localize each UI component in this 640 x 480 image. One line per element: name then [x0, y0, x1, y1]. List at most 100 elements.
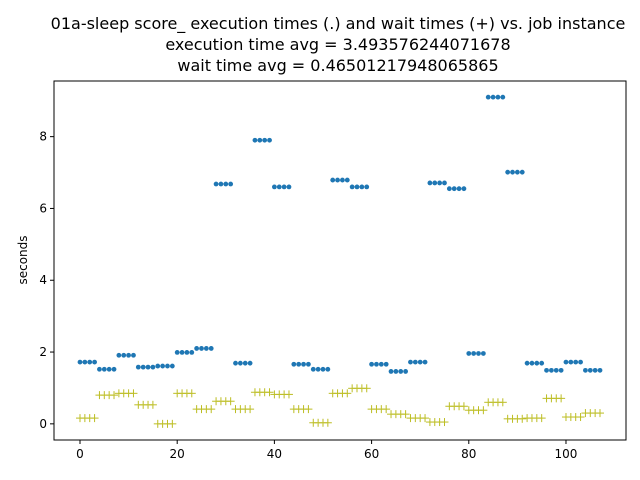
execution-time-point — [223, 181, 229, 187]
execution-time-point — [140, 364, 146, 370]
execution-time-point — [592, 367, 598, 373]
execution-time-point — [208, 346, 214, 351]
execution-time-point — [359, 184, 365, 190]
x-tick-label: 80 — [461, 447, 476, 461]
execution-time-point — [228, 181, 234, 187]
y-axis-label: seconds — [16, 235, 30, 284]
execution-time-point — [77, 359, 83, 365]
wait-time-point — [382, 405, 391, 414]
execution-time-point — [135, 364, 141, 370]
execution-time-point — [257, 137, 263, 143]
execution-time-point — [398, 369, 404, 374]
execution-time-point — [310, 366, 316, 372]
execution-time-point — [432, 180, 438, 186]
execution-time-point — [145, 364, 151, 370]
execution-time-point — [403, 369, 409, 374]
execution-time-point — [174, 350, 180, 355]
wait-time-point — [246, 405, 255, 414]
execution-time-point — [106, 366, 112, 372]
execution-time-point — [121, 352, 127, 358]
wait-time-point — [168, 419, 177, 428]
execution-time-point — [442, 180, 447, 186]
execution-time-point — [583, 367, 588, 373]
execution-time-point — [510, 169, 515, 175]
execution-time-point — [131, 352, 136, 358]
execution-time-point — [558, 367, 564, 373]
y-tick-label: 2 — [39, 345, 47, 359]
wait-time-point — [148, 400, 157, 409]
execution-time-point — [237, 360, 243, 366]
execution-time-point — [92, 359, 97, 365]
execution-time-point — [349, 184, 355, 190]
chart-marks — [76, 94, 604, 428]
execution-time-point — [578, 359, 583, 365]
execution-time-point — [184, 350, 190, 355]
x-tick-label: 20 — [170, 447, 185, 461]
execution-time-point — [325, 366, 331, 372]
execution-time-point — [286, 184, 292, 190]
execution-time-point — [408, 359, 413, 365]
execution-time-point — [500, 94, 506, 100]
chart-title-line-1: 01a-sleep score_ execution times (.) and… — [51, 14, 626, 34]
execution-time-point — [194, 346, 200, 351]
execution-time-point — [315, 366, 321, 372]
execution-time-point — [495, 94, 501, 100]
execution-time-point — [335, 177, 340, 183]
execution-time-point — [262, 137, 268, 143]
execution-time-point — [291, 361, 297, 367]
execution-time-point — [529, 360, 535, 366]
execution-time-point — [301, 361, 306, 367]
wait-time-point — [226, 397, 235, 406]
execution-time-point — [150, 364, 156, 370]
execution-time-point — [247, 360, 253, 366]
execution-time-point — [281, 184, 287, 190]
wait-time-point — [110, 391, 119, 400]
execution-time-point — [369, 361, 374, 367]
x-tick-label: 100 — [555, 447, 578, 461]
execution-time-point — [218, 181, 224, 187]
execution-time-point — [388, 369, 394, 374]
execution-time-point — [116, 352, 122, 358]
execution-time-point — [573, 359, 579, 365]
execution-time-point — [267, 137, 272, 143]
chart-title-line-3: wait time avg = 0.46501217948065865 — [177, 56, 498, 75]
wait-time-point — [129, 389, 138, 398]
execution-time-point — [101, 366, 107, 372]
execution-time-point — [427, 180, 433, 186]
wait-time-point — [284, 390, 293, 399]
wait-time-point — [401, 410, 410, 419]
execution-time-point — [490, 94, 496, 100]
execution-time-point — [155, 363, 161, 369]
execution-time-point — [330, 177, 336, 183]
chart-title-line-2: execution time avg = 3.493576244071678 — [165, 35, 510, 54]
execution-time-point — [563, 359, 569, 365]
execution-time-point — [233, 360, 238, 366]
execution-time-point — [446, 186, 452, 192]
execution-time-point — [82, 359, 88, 365]
wait-time-point — [537, 414, 546, 423]
execution-time-point — [587, 367, 593, 373]
execution-time-point — [422, 359, 428, 365]
execution-time-point — [354, 184, 360, 190]
x-tick-label: 60 — [364, 447, 379, 461]
execution-time-point — [179, 350, 185, 355]
execution-time-point — [306, 361, 311, 367]
wait-time-point — [323, 418, 332, 427]
execution-time-point — [160, 363, 166, 369]
execution-time-point — [111, 366, 117, 372]
wait-time-point — [479, 406, 488, 415]
x-tick-label: 40 — [267, 447, 282, 461]
wait-time-point — [265, 388, 274, 397]
wait-time-point — [362, 384, 371, 393]
execution-time-point — [461, 186, 467, 192]
execution-time-point — [87, 359, 93, 365]
execution-time-point — [519, 169, 525, 175]
execution-time-point — [126, 352, 131, 358]
execution-time-point — [524, 360, 530, 366]
wait-time-point — [90, 414, 99, 423]
wait-time-point — [576, 413, 585, 422]
execution-time-point — [456, 186, 462, 192]
execution-time-point — [378, 361, 384, 367]
execution-time-point — [374, 361, 379, 367]
execution-time-point — [276, 184, 282, 190]
